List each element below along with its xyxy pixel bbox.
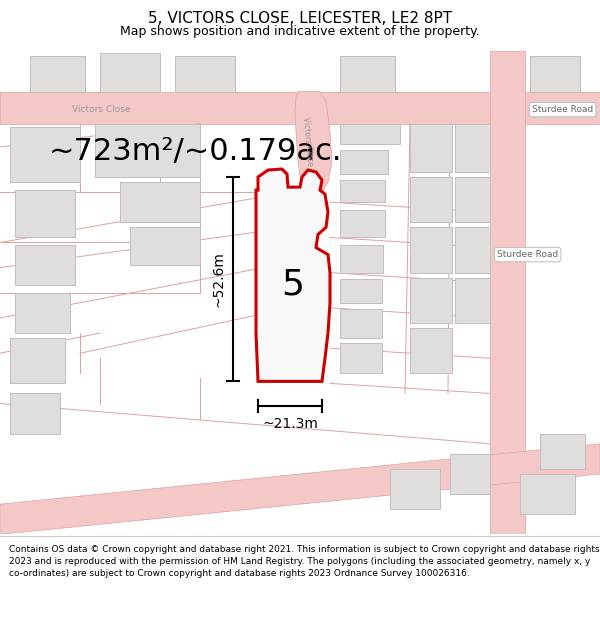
Polygon shape: [340, 150, 388, 174]
Polygon shape: [340, 124, 400, 144]
Polygon shape: [15, 292, 70, 333]
Polygon shape: [10, 338, 65, 383]
Polygon shape: [520, 474, 575, 514]
Polygon shape: [130, 228, 200, 264]
Polygon shape: [455, 177, 490, 222]
Polygon shape: [450, 454, 490, 494]
Polygon shape: [0, 91, 600, 124]
Text: Sturdee Road: Sturdee Road: [532, 105, 593, 114]
Text: ~52.6m: ~52.6m: [212, 251, 226, 307]
Text: Sturdee Road: Sturdee Road: [497, 250, 558, 259]
Polygon shape: [540, 434, 585, 469]
Polygon shape: [15, 244, 75, 285]
Text: 5: 5: [281, 268, 305, 302]
Polygon shape: [340, 309, 382, 338]
Polygon shape: [175, 56, 235, 91]
Polygon shape: [340, 56, 395, 91]
Polygon shape: [390, 469, 440, 509]
Polygon shape: [15, 190, 75, 238]
Polygon shape: [10, 394, 60, 434]
Polygon shape: [340, 279, 382, 303]
Text: Contains OS data © Crown copyright and database right 2021. This information is : Contains OS data © Crown copyright and d…: [9, 545, 599, 578]
Polygon shape: [455, 278, 490, 323]
Text: ~21.3m: ~21.3m: [262, 417, 318, 431]
Polygon shape: [410, 278, 452, 323]
Polygon shape: [340, 210, 385, 238]
Polygon shape: [490, 51, 525, 534]
Polygon shape: [95, 124, 200, 177]
Text: Victors Close: Victors Close: [72, 105, 131, 114]
Polygon shape: [340, 343, 382, 373]
Polygon shape: [10, 127, 80, 182]
Text: Sturdee Road: Sturdee Road: [497, 250, 558, 259]
Polygon shape: [410, 177, 452, 222]
Polygon shape: [455, 228, 490, 272]
Polygon shape: [410, 124, 452, 172]
Polygon shape: [120, 182, 200, 222]
Polygon shape: [0, 444, 600, 534]
Polygon shape: [256, 169, 330, 381]
Polygon shape: [30, 56, 85, 91]
Text: ~723m²/~0.179ac.: ~723m²/~0.179ac.: [48, 138, 342, 166]
Polygon shape: [410, 228, 452, 272]
Text: Victors Close: Victors Close: [301, 117, 314, 167]
Polygon shape: [455, 124, 490, 172]
Text: Map shows position and indicative extent of the property.: Map shows position and indicative extent…: [120, 26, 480, 39]
Polygon shape: [295, 91, 332, 202]
Polygon shape: [410, 328, 452, 373]
Polygon shape: [530, 56, 580, 91]
Polygon shape: [100, 53, 160, 91]
Text: 5, VICTORS CLOSE, LEICESTER, LE2 8PT: 5, VICTORS CLOSE, LEICESTER, LE2 8PT: [148, 11, 452, 26]
Text: Sturdee Road: Sturdee Road: [532, 105, 593, 114]
Polygon shape: [340, 244, 383, 272]
Polygon shape: [340, 180, 385, 203]
